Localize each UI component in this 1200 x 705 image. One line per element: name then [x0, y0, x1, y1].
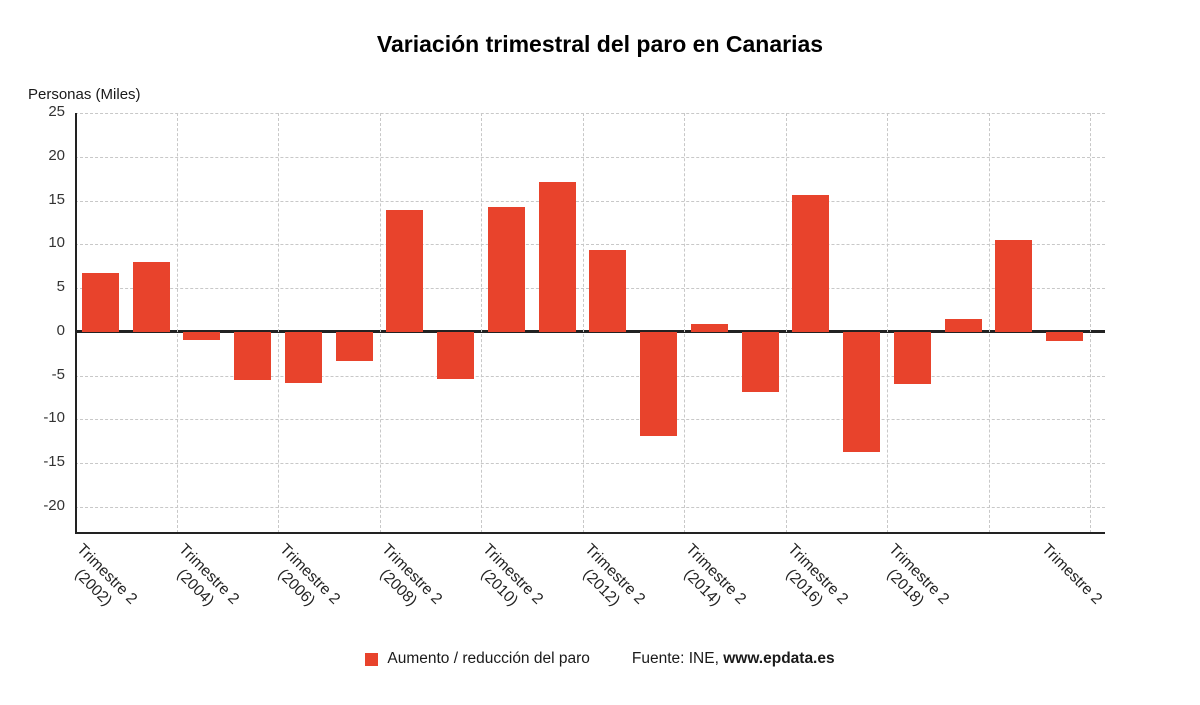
- h-gridline: [75, 506, 1105, 508]
- bar: [284, 331, 322, 384]
- h-gridline: [75, 463, 1105, 464]
- y-tick-label: 25: [48, 103, 65, 120]
- x-tick-label: Trimestre 2 (2004): [173, 540, 243, 610]
- bar: [335, 331, 373, 361]
- x-tick-label: Trimestre 2 (2002): [71, 540, 141, 610]
- source-text: Fuente: INE, www.epdata.es: [632, 650, 835, 668]
- x-tick-label: Trimestre 2 (2018): [883, 540, 953, 610]
- h-gridline: [75, 419, 1105, 421]
- v-gridline: [887, 113, 888, 533]
- x-tick-label: Trimestre 2 (2012): [579, 540, 649, 610]
- bar: [81, 273, 119, 332]
- y-tick-label: -15: [43, 453, 65, 470]
- h-gridline: [75, 244, 1105, 246]
- bar: [893, 331, 931, 385]
- y-tick-label: 5: [56, 278, 65, 295]
- y-tick-label: 0: [56, 321, 65, 339]
- y-tick-label: -20: [43, 496, 65, 514]
- bar: [538, 182, 576, 332]
- v-gridline: [684, 113, 685, 533]
- h-gridline: [75, 156, 1105, 158]
- source-prefix: Fuente: INE,: [631, 650, 724, 667]
- v-gridline: [988, 113, 990, 533]
- bar: [944, 318, 982, 332]
- legend-swatch: [365, 652, 379, 666]
- v-gridline: [379, 113, 381, 533]
- source-site: www.epdata.es: [723, 650, 835, 667]
- v-gridline: [785, 113, 787, 533]
- legend-label: Aumento / reducción del paro: [387, 650, 590, 667]
- bar: [386, 210, 424, 332]
- y-axis-title: Personas (Miles): [28, 86, 141, 103]
- x-tick-label: Trimestre 2 (2010): [477, 540, 547, 610]
- h-gridline: [75, 200, 1105, 202]
- bar: [487, 206, 525, 332]
- legend: Aumento / reducción del paro Fuente: INE…: [0, 650, 1200, 668]
- v-gridline: [176, 113, 178, 533]
- y-tick-label: -10: [43, 409, 65, 427]
- bar: [589, 249, 627, 332]
- bar: [183, 331, 221, 340]
- y-tick-label: 10: [48, 234, 65, 252]
- bar: [690, 323, 728, 332]
- zero-line: [75, 330, 1105, 334]
- x-tick-label: Trimestre 2 (2014): [680, 540, 750, 610]
- bar: [234, 331, 272, 380]
- v-gridline: [481, 113, 482, 533]
- bar: [995, 239, 1033, 332]
- x-tick-label: Trimestre 2: [1037, 540, 1105, 608]
- y-tick-label: -5: [51, 365, 65, 383]
- x-axis-line: [75, 532, 1105, 534]
- v-gridline: [1090, 113, 1091, 533]
- bar: [792, 195, 830, 332]
- bar: [132, 261, 170, 332]
- bar: [843, 331, 881, 452]
- y-tick-label: 20: [48, 146, 65, 164]
- plot-area: 25 20 15 10 5 0 -5 -10 -15 -20 Trimestre 2 (2002) Tr…: [43, 103, 1105, 610]
- x-tick-label: Trimestre 2 (2006): [274, 540, 344, 610]
- h-gridline: [75, 375, 1105, 377]
- bar: [741, 331, 779, 393]
- v-gridline: [278, 113, 279, 533]
- y-tick-label: 15: [48, 190, 65, 208]
- chart-title: Variación trimestral del paro en Canaria…: [376, 31, 824, 57]
- bar: [640, 331, 678, 436]
- y-axis-line: [75, 113, 77, 533]
- legend-item: Aumento / reducción del paro: [365, 650, 590, 668]
- h-gridline: [75, 113, 1105, 114]
- bar: [437, 331, 475, 379]
- v-gridline: [582, 113, 584, 533]
- x-tick-label: Trimestre 2 (2008): [376, 540, 446, 610]
- x-tick-label: Trimestre 2 (2016): [782, 540, 852, 610]
- bar: [1046, 331, 1084, 341]
